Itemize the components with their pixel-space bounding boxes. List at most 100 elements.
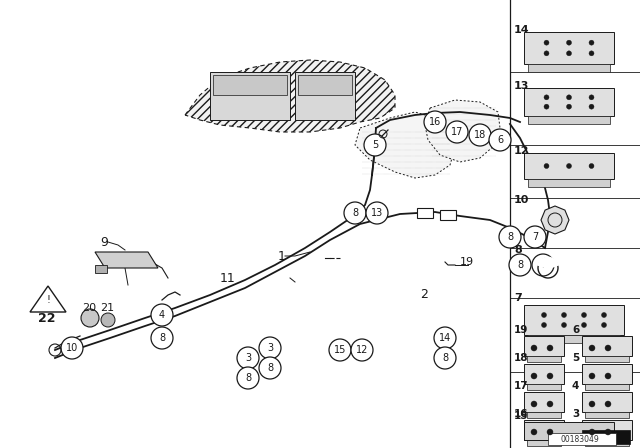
Text: 12: 12 xyxy=(514,146,529,156)
Circle shape xyxy=(532,254,554,276)
Text: 7: 7 xyxy=(532,232,538,242)
Text: 17: 17 xyxy=(514,381,529,391)
Circle shape xyxy=(589,51,594,56)
Text: 16: 16 xyxy=(514,409,529,419)
Text: 22: 22 xyxy=(38,311,56,324)
Circle shape xyxy=(589,401,595,407)
Text: 21: 21 xyxy=(100,303,114,313)
Text: 14: 14 xyxy=(439,333,451,343)
Circle shape xyxy=(544,51,549,56)
Circle shape xyxy=(602,313,607,318)
Circle shape xyxy=(566,104,572,109)
Bar xyxy=(524,153,614,179)
Circle shape xyxy=(605,401,611,407)
Text: 3: 3 xyxy=(267,343,273,353)
Bar xyxy=(528,335,620,343)
Bar xyxy=(528,116,610,124)
Bar xyxy=(95,265,107,273)
Text: 6: 6 xyxy=(497,135,503,145)
Text: 15: 15 xyxy=(334,345,346,355)
Circle shape xyxy=(544,104,549,109)
Text: 3: 3 xyxy=(245,353,251,363)
Bar xyxy=(298,75,352,95)
Circle shape xyxy=(589,95,594,100)
Bar xyxy=(528,64,610,72)
Wedge shape xyxy=(539,258,557,268)
Text: 6: 6 xyxy=(572,325,579,335)
Bar xyxy=(548,433,616,445)
Text: 00183049: 00183049 xyxy=(561,435,600,444)
Polygon shape xyxy=(30,286,66,312)
Circle shape xyxy=(524,226,546,248)
Text: 19: 19 xyxy=(514,325,529,335)
Polygon shape xyxy=(355,112,455,178)
Circle shape xyxy=(561,313,566,318)
Text: 9: 9 xyxy=(100,236,108,249)
Bar xyxy=(582,392,632,412)
Bar xyxy=(213,75,287,95)
Circle shape xyxy=(605,373,611,379)
Circle shape xyxy=(434,347,456,369)
Circle shape xyxy=(259,357,281,379)
Circle shape xyxy=(602,323,607,327)
Circle shape xyxy=(547,345,553,351)
Circle shape xyxy=(329,339,351,361)
Circle shape xyxy=(589,429,595,435)
Bar xyxy=(527,440,561,446)
Bar xyxy=(524,420,564,440)
Bar xyxy=(582,430,630,444)
Text: 8: 8 xyxy=(442,353,448,363)
Text: 10: 10 xyxy=(66,343,78,353)
Circle shape xyxy=(541,323,547,327)
Circle shape xyxy=(531,373,537,379)
Bar xyxy=(527,412,561,418)
Circle shape xyxy=(61,337,83,359)
Circle shape xyxy=(81,309,99,327)
Text: 8: 8 xyxy=(267,363,273,373)
Circle shape xyxy=(566,164,572,168)
Text: !: ! xyxy=(46,295,50,305)
Text: 4: 4 xyxy=(159,310,165,320)
Circle shape xyxy=(544,40,549,45)
Polygon shape xyxy=(185,60,395,132)
Text: 7: 7 xyxy=(540,260,546,270)
Circle shape xyxy=(582,323,586,327)
Circle shape xyxy=(509,254,531,276)
Circle shape xyxy=(237,367,259,389)
Circle shape xyxy=(469,124,491,146)
Text: 8: 8 xyxy=(517,260,523,270)
Text: 20: 20 xyxy=(82,303,96,313)
Bar xyxy=(524,32,614,64)
Bar xyxy=(524,422,614,440)
Text: 5: 5 xyxy=(572,353,579,363)
Circle shape xyxy=(489,129,511,151)
Circle shape xyxy=(561,323,566,327)
Bar xyxy=(417,208,433,218)
Bar xyxy=(527,356,561,362)
Text: 14: 14 xyxy=(514,25,530,35)
Circle shape xyxy=(151,304,173,326)
Text: 13: 13 xyxy=(371,208,383,218)
Circle shape xyxy=(566,95,572,100)
Text: 8: 8 xyxy=(507,232,513,242)
Text: 11: 11 xyxy=(220,271,236,284)
Circle shape xyxy=(446,121,468,143)
Bar xyxy=(524,305,624,335)
Circle shape xyxy=(151,327,173,349)
Text: 19: 19 xyxy=(460,257,474,267)
Bar xyxy=(582,420,632,440)
Bar xyxy=(585,356,629,362)
Bar xyxy=(585,412,629,418)
Circle shape xyxy=(101,313,115,327)
Text: 5: 5 xyxy=(372,140,378,150)
Bar xyxy=(585,384,629,390)
Circle shape xyxy=(531,401,537,407)
Bar xyxy=(295,72,355,120)
Circle shape xyxy=(237,347,259,369)
Bar xyxy=(582,336,632,356)
Circle shape xyxy=(547,401,553,407)
Circle shape xyxy=(605,345,611,351)
Circle shape xyxy=(589,104,594,109)
Bar xyxy=(524,364,564,384)
Text: 12: 12 xyxy=(356,345,368,355)
